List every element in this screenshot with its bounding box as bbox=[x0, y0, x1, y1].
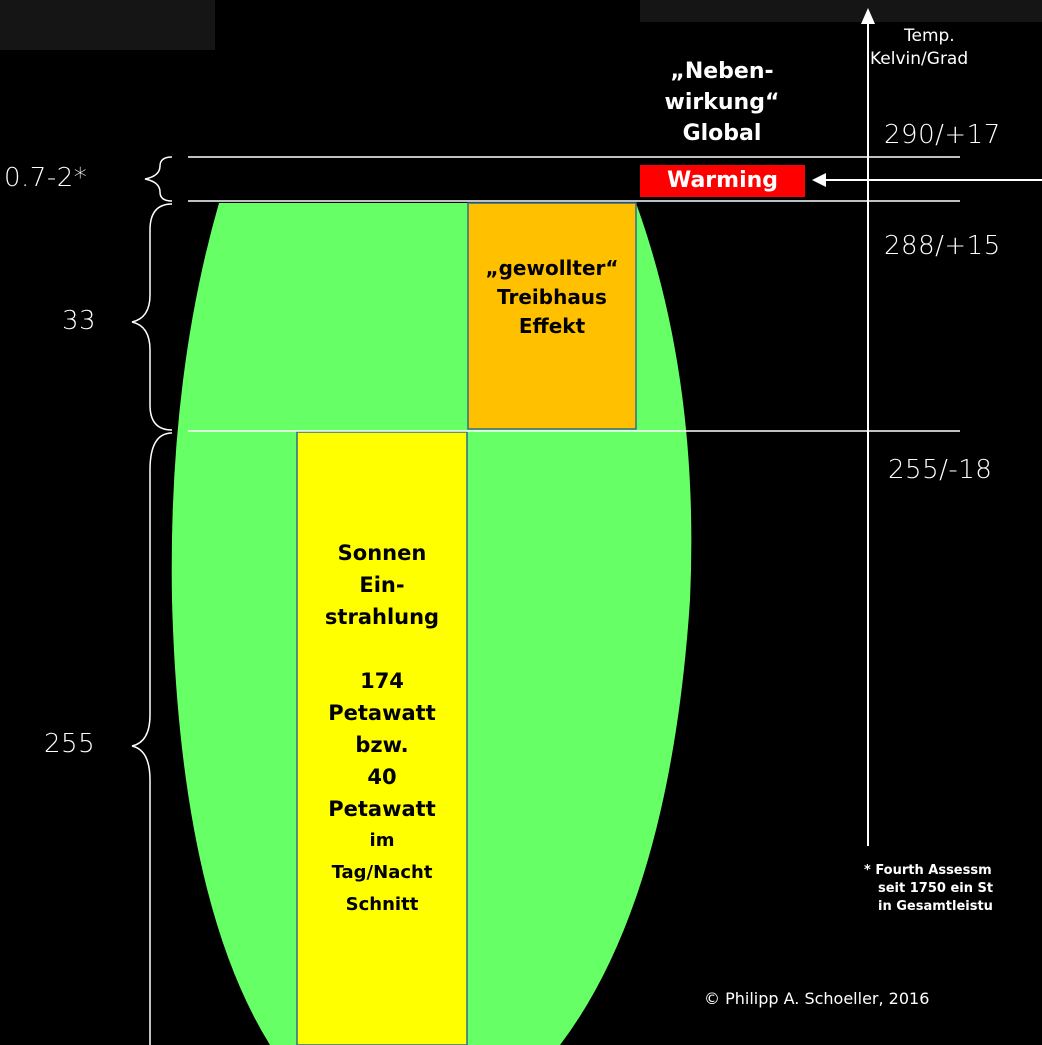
side-effect-heading: „Neben- wirkung“ Global bbox=[632, 56, 812, 149]
side-effect-line2: wirkung“ bbox=[664, 90, 780, 115]
offset-label: 0.7-2* bbox=[4, 163, 88, 193]
solar-line1: Sonnen bbox=[337, 541, 427, 565]
warming-arrowhead bbox=[812, 173, 826, 187]
footnote: * Fourth Assessm seit 1750 ein St in Ges… bbox=[864, 862, 1042, 916]
axis-arrowhead bbox=[861, 8, 875, 24]
greenhouse-box-text: „gewollter“ Treibhaus Effekt bbox=[468, 254, 636, 341]
brace-offset bbox=[144, 156, 173, 202]
solar-line9: im bbox=[369, 830, 395, 851]
solar-box-text: Sonnen Ein- strahlung 174 Petawatt bzw. … bbox=[297, 537, 467, 921]
footnote-line2: seit 1750 ein St bbox=[878, 881, 994, 896]
solar-line5: Petawatt bbox=[328, 701, 436, 725]
axis-title-line2: Kelvin/Grad bbox=[870, 49, 969, 69]
greenhouse-delta-label: 33 bbox=[62, 306, 97, 336]
brace-33 bbox=[131, 203, 173, 431]
solar-line4: 174 bbox=[360, 669, 404, 693]
top-left-shade bbox=[0, 0, 215, 50]
solar-line7: 40 bbox=[367, 765, 397, 789]
brace-255 bbox=[131, 432, 173, 1045]
axis-title: Temp. Kelvin/Grad bbox=[858, 25, 1042, 71]
side-effect-line1: „Neben- bbox=[670, 59, 774, 84]
tick-290: 290/+17 bbox=[884, 120, 1001, 150]
solar-spacer bbox=[297, 633, 467, 665]
solar-line8: Petawatt bbox=[328, 797, 436, 821]
greenhouse-line2: Treibhaus bbox=[497, 285, 607, 309]
solar-line6: bzw. bbox=[355, 733, 409, 757]
copyright: © Philipp A. Schoeller, 2016 bbox=[704, 989, 930, 1008]
footnote-line3: in Gesamtleistu bbox=[878, 899, 993, 914]
warming-label: Warming bbox=[666, 168, 779, 193]
footnote-line1: * Fourth Assessm bbox=[864, 863, 992, 878]
tick-288: 288/+15 bbox=[884, 231, 1001, 261]
greenhouse-line3: Effekt bbox=[518, 314, 586, 338]
side-effect-line3: Global bbox=[682, 121, 762, 146]
solar-line10: Tag/Nacht bbox=[331, 862, 433, 883]
axis-title-line1: Temp. bbox=[904, 26, 955, 46]
solar-line11: Schnitt bbox=[345, 894, 419, 915]
solar-radiation-box bbox=[296, 431, 468, 1045]
top-right-shade bbox=[640, 0, 1042, 22]
solar-line3: strahlung bbox=[324, 605, 440, 629]
warming-box bbox=[640, 165, 805, 197]
base-temperature-label: 255 bbox=[44, 729, 96, 759]
greenhouse-line1: „gewollter“ bbox=[485, 256, 619, 280]
greenhouse-effect-box bbox=[467, 202, 637, 430]
solar-line2: Ein- bbox=[359, 573, 405, 597]
tick-255: 255/-18 bbox=[888, 455, 993, 485]
